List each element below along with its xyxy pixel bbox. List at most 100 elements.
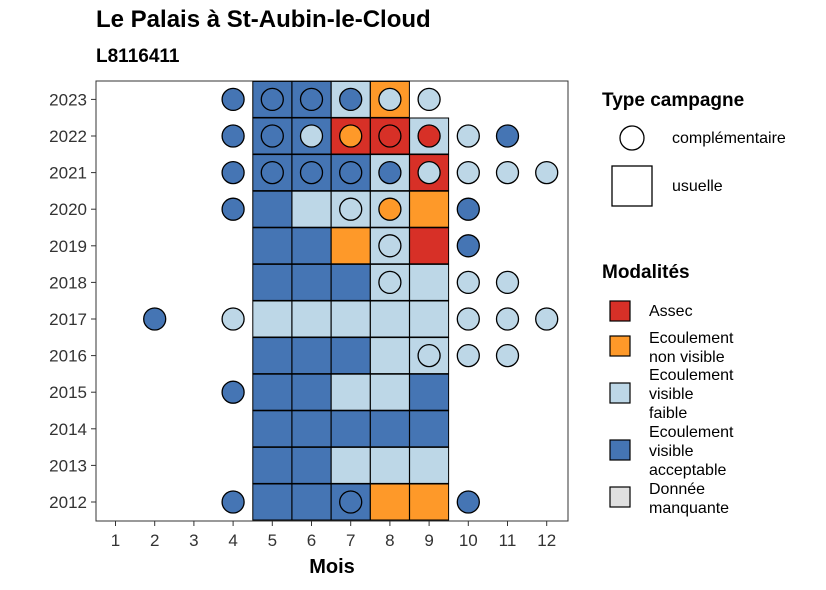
point-2023-6 <box>299 87 324 112</box>
legend-type-label: complémentaire <box>672 130 786 147</box>
tile-2016-6 <box>291 337 332 375</box>
point-2012-7 <box>339 490 363 514</box>
chart-subtitle: L8116411 <box>96 46 180 67</box>
point-2020-8 <box>378 197 402 221</box>
tile-2014-7 <box>330 410 371 448</box>
y-tick-label: 2019 <box>49 237 87 256</box>
point-2023-7 <box>339 87 363 112</box>
x-tick-label: 12 <box>537 531 556 550</box>
legend-circle-key <box>619 125 645 151</box>
point-2022-7 <box>339 124 363 148</box>
legend-key-manquante <box>609 486 631 508</box>
tile-2019-5 <box>252 227 293 265</box>
point-2017-10 <box>456 307 480 331</box>
legend-modalite-label: acceptable <box>649 462 726 479</box>
point-2021-10 <box>456 160 480 185</box>
legend-key-assec <box>609 300 631 322</box>
x-axis-title: Mois <box>309 556 355 578</box>
point-2015-4 <box>221 380 245 404</box>
y-tick-label: 2012 <box>49 493 87 512</box>
tile-2018-9 <box>409 263 450 301</box>
tile-2014-5 <box>252 410 293 448</box>
point-2022-8 <box>378 124 402 148</box>
legend-modalites-title: Modalités <box>602 262 690 283</box>
point-2021-6 <box>299 160 324 185</box>
point-2018-10 <box>456 270 480 295</box>
tile-2012-9 <box>409 483 450 521</box>
tile-2016-7 <box>330 337 371 375</box>
point-2020-7 <box>339 197 363 221</box>
point-2022-9 <box>417 124 441 148</box>
tile-2012-5 <box>252 483 293 521</box>
tile-2017-8 <box>369 300 410 338</box>
tile-2019-9 <box>409 227 450 265</box>
x-tick-label: 3 <box>189 531 198 550</box>
legend-modalite-label: Ecoulement <box>649 330 734 347</box>
legend-modalite-label: Ecoulement <box>649 424 734 441</box>
tile-2023-7 <box>330 80 371 118</box>
y-tick-label: 2013 <box>49 456 87 475</box>
legend-modalite-label: Assec <box>649 303 693 320</box>
x-tick-label: 11 <box>499 531 517 550</box>
legend-key-visible_acceptable <box>609 439 631 461</box>
tile-2017-5 <box>252 300 293 338</box>
x-tick-label: 7 <box>346 531 355 550</box>
tile-2014-6 <box>291 410 332 448</box>
tile-2018-7 <box>330 263 371 301</box>
tile-2019-6 <box>291 227 332 265</box>
tile-2018-6 <box>291 263 332 301</box>
tile-2014-9 <box>409 410 450 448</box>
legend-modalite-label: Ecoulement <box>649 367 734 384</box>
point-2018-11 <box>495 270 520 295</box>
point-2021-11 <box>495 160 520 185</box>
tile-2015-8 <box>369 373 410 411</box>
point-2019-8 <box>378 234 402 258</box>
point-2022-4 <box>221 124 245 148</box>
legend-key-visible_faible <box>609 382 631 404</box>
tile-2020-9 <box>409 190 450 228</box>
x-tick-label: 1 <box>111 531 120 550</box>
chart-title: Le Palais à St-Aubin-le-Cloud <box>96 6 431 33</box>
y-tick-label: 2022 <box>49 127 87 146</box>
tile-2020-5 <box>252 190 293 228</box>
point-2017-4 <box>221 307 245 331</box>
tile-2016-8 <box>369 337 410 375</box>
tile-2015-7 <box>330 373 371 411</box>
point-2017-11 <box>495 307 520 331</box>
tile-2017-9 <box>409 300 450 338</box>
tile-2014-8 <box>369 410 410 448</box>
y-tick-label: 2015 <box>49 383 87 402</box>
legend-type-title: Type campagne <box>602 90 744 111</box>
x-tick-label: 6 <box>307 531 316 550</box>
point-2022-6 <box>299 124 324 148</box>
point-2023-9 <box>417 87 441 112</box>
point-2021-7 <box>339 160 363 185</box>
tile-2015-9 <box>409 373 450 411</box>
point-2017-12 <box>535 307 559 331</box>
y-tick-label: 2020 <box>49 200 87 219</box>
point-2021-9 <box>417 160 441 185</box>
tile-2021-8 <box>369 154 410 192</box>
point-2023-4 <box>221 87 245 112</box>
legend-type-label: usuelle <box>672 178 723 195</box>
point-2019-10 <box>456 234 480 258</box>
point-2020-4 <box>221 197 245 221</box>
point-2017-2 <box>143 307 167 331</box>
x-tick-label: 4 <box>228 531 237 550</box>
point-2016-10 <box>456 343 480 368</box>
y-tick-label: 2017 <box>49 310 87 329</box>
x-tick-label: 8 <box>385 531 394 550</box>
y-tick-label: 2014 <box>49 420 87 439</box>
tile-2013-7 <box>330 446 371 484</box>
point-2020-10 <box>456 197 480 221</box>
legend-modalite-label: non visible <box>649 349 725 366</box>
legend-modalite-label: visible <box>649 386 694 403</box>
point-2022-5 <box>260 124 284 148</box>
y-tick-label: 2018 <box>49 273 87 292</box>
y-tick-label: 2021 <box>49 164 87 183</box>
point-2021-5 <box>260 160 284 185</box>
tile-2015-6 <box>291 373 332 411</box>
legend-modalite-label: visible <box>649 443 694 460</box>
tile-2020-6 <box>291 190 332 228</box>
